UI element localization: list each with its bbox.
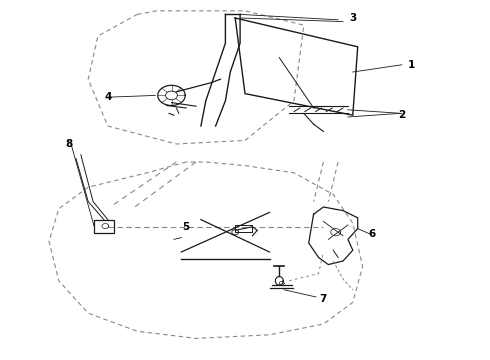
- Text: 5: 5: [183, 222, 190, 232]
- Text: 3: 3: [349, 13, 356, 23]
- Text: 4: 4: [104, 92, 112, 102]
- Text: 8: 8: [65, 139, 72, 149]
- Text: 7: 7: [319, 294, 327, 304]
- Text: 1: 1: [408, 60, 415, 70]
- Text: 6: 6: [369, 229, 376, 239]
- Text: 2: 2: [398, 110, 405, 120]
